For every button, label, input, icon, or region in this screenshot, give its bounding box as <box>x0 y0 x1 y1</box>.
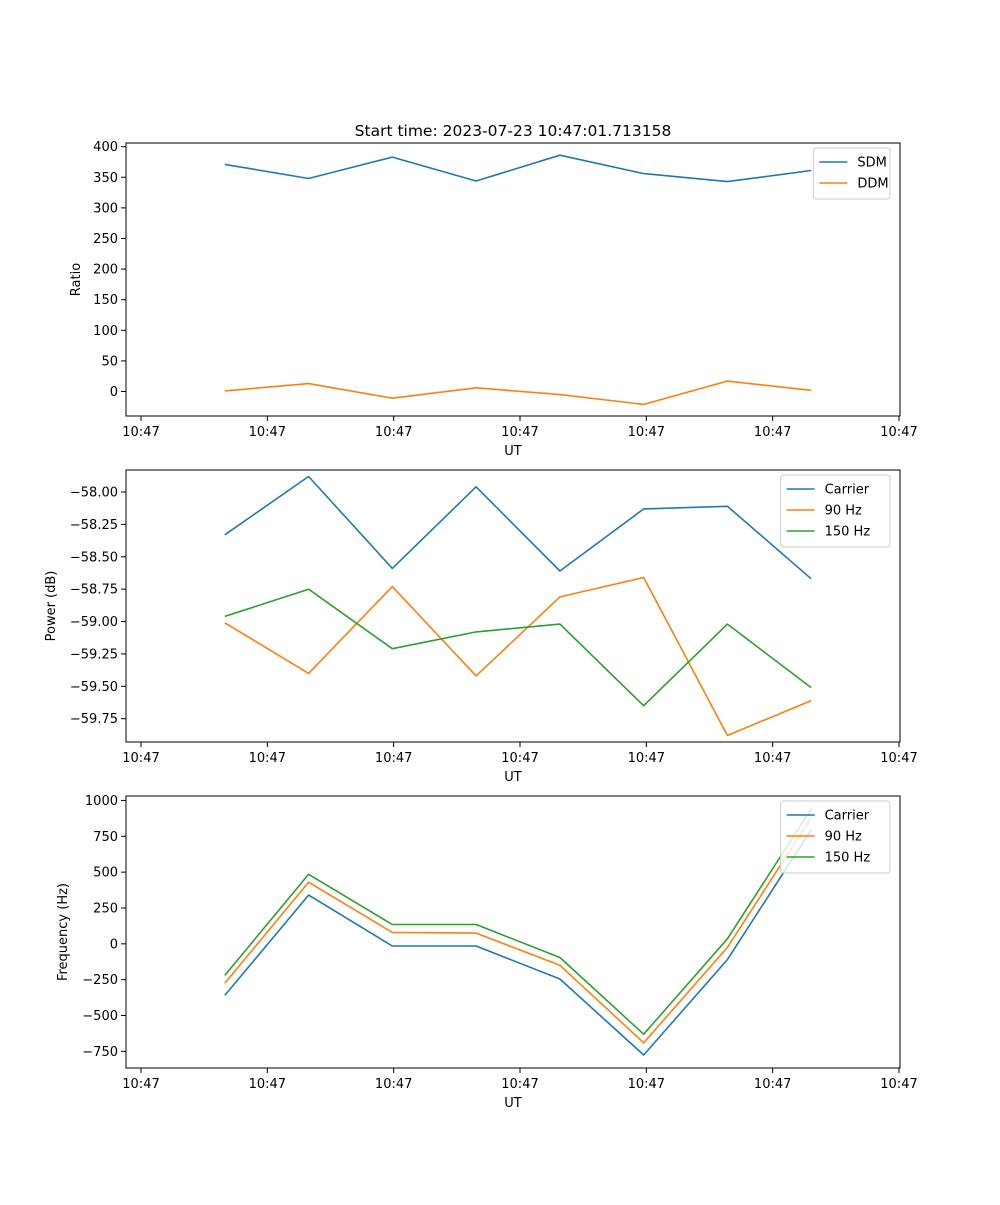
legend-label: DDM <box>857 177 888 192</box>
x-tick-label: 10:47 <box>501 751 538 766</box>
y-tick-label: −58.00 <box>70 486 118 501</box>
plot-frame <box>125 142 901 417</box>
y-tick-label: 0 <box>110 937 118 952</box>
series-line-150-hz <box>224 808 812 1035</box>
y-tick-label: 1000 <box>85 794 118 809</box>
figure-title: Start time: 2023-07-23 10:47:01.713158 <box>355 122 672 140</box>
plot-frame <box>125 469 901 743</box>
legend-label: 150 Hz <box>825 851 871 866</box>
y-tick-label: −59.75 <box>70 712 118 727</box>
y-tick-label: −58.75 <box>70 583 118 598</box>
x-tick-label: 10:47 <box>628 425 665 440</box>
x-tick-label: 10:47 <box>375 751 412 766</box>
x-tick-label: 10:47 <box>122 751 159 766</box>
x-axis-label: UT <box>504 1096 522 1111</box>
series-line-carrier <box>224 829 812 1056</box>
y-tick-label: −750 <box>82 1045 118 1060</box>
x-tick-label: 10:47 <box>880 1077 917 1092</box>
legend-label: SDM <box>857 156 886 171</box>
x-tick-label: 10:47 <box>122 1077 159 1092</box>
y-tick-label: 0 <box>110 385 118 400</box>
y-axis-label: Frequency (Hz) <box>56 883 71 981</box>
legend-box <box>780 800 891 874</box>
legend-box <box>812 147 891 200</box>
x-tick-label: 10:47 <box>880 425 917 440</box>
x-axis-label: UT <box>504 444 522 459</box>
y-tick-label: −59.25 <box>70 647 118 662</box>
legend-label: 90 Hz <box>825 504 862 519</box>
x-tick-label: 10:47 <box>501 425 538 440</box>
legend-box <box>780 474 891 548</box>
y-tick-label: 500 <box>93 866 118 881</box>
y-tick-label: 750 <box>93 830 118 845</box>
y-tick-label: −58.25 <box>70 518 118 533</box>
x-tick-label: 10:47 <box>375 425 412 440</box>
series-line-90-hz <box>224 817 812 1044</box>
y-tick-label: −59.00 <box>70 615 118 630</box>
x-axis-label: UT <box>504 770 522 785</box>
x-tick-label: 10:47 <box>880 751 917 766</box>
legend-label: 150 Hz <box>825 525 871 540</box>
y-tick-label: 100 <box>93 324 118 339</box>
series-line-sdm <box>224 154 812 183</box>
series-line-90-hz <box>224 576 812 737</box>
x-tick-label: 10:47 <box>628 1077 665 1092</box>
x-tick-label: 10:47 <box>249 425 286 440</box>
chart-panel-1: 10:47 10:47 10:47 10:47 10:47 10:47 10:47 0 50 10… <box>69 140 918 459</box>
x-tick-label: 10:47 <box>754 425 791 440</box>
x-tick-label: 10:47 <box>754 751 791 766</box>
x-tick-label: 10:47 <box>375 1077 412 1092</box>
y-tick-label: −250 <box>82 973 118 988</box>
x-tick-label: 10:47 <box>122 425 159 440</box>
series-line-carrier <box>224 475 812 580</box>
x-tick-label: 10:47 <box>628 751 665 766</box>
y-tick-label: 350 <box>93 171 118 186</box>
x-tick-label: 10:47 <box>754 1077 791 1092</box>
y-axis-label: Power (dB) <box>44 571 59 642</box>
legend-label: Carrier <box>825 809 870 824</box>
chart-panel-2: 10:47 10:47 10:47 10:47 10:47 10:47 10:47 −59.7… <box>44 469 918 785</box>
y-tick-label: 300 <box>93 201 118 216</box>
y-tick-label: −500 <box>82 1009 118 1024</box>
y-tick-label: −59.50 <box>70 680 118 695</box>
plot-frame <box>125 795 901 1069</box>
y-tick-label: 250 <box>93 232 118 247</box>
series-line-150-hz <box>224 588 812 707</box>
y-tick-label: 200 <box>93 263 118 278</box>
y-tick-label: 250 <box>93 901 118 916</box>
x-tick-label: 10:47 <box>501 1077 538 1092</box>
legend-label: Carrier <box>825 483 870 498</box>
y-tick-label: 50 <box>101 354 118 369</box>
y-tick-label: 400 <box>93 140 118 155</box>
series-line-ddm <box>224 380 812 406</box>
x-tick-label: 10:47 <box>249 1077 286 1092</box>
y-tick-label: 150 <box>93 293 118 308</box>
chart-panel-3: 10:47 10:47 10:47 10:47 10:47 10:47 10:47 −750 −… <box>56 794 918 1111</box>
x-tick-label: 10:47 <box>249 751 286 766</box>
charts-layer: 10:47 10:47 10:47 10:47 10:47 10:47 10:47 0 50 10… <box>44 140 918 1111</box>
y-axis-label: Ratio <box>69 263 84 296</box>
legend-label: 90 Hz <box>825 830 862 845</box>
y-tick-label: −58.50 <box>70 550 118 565</box>
